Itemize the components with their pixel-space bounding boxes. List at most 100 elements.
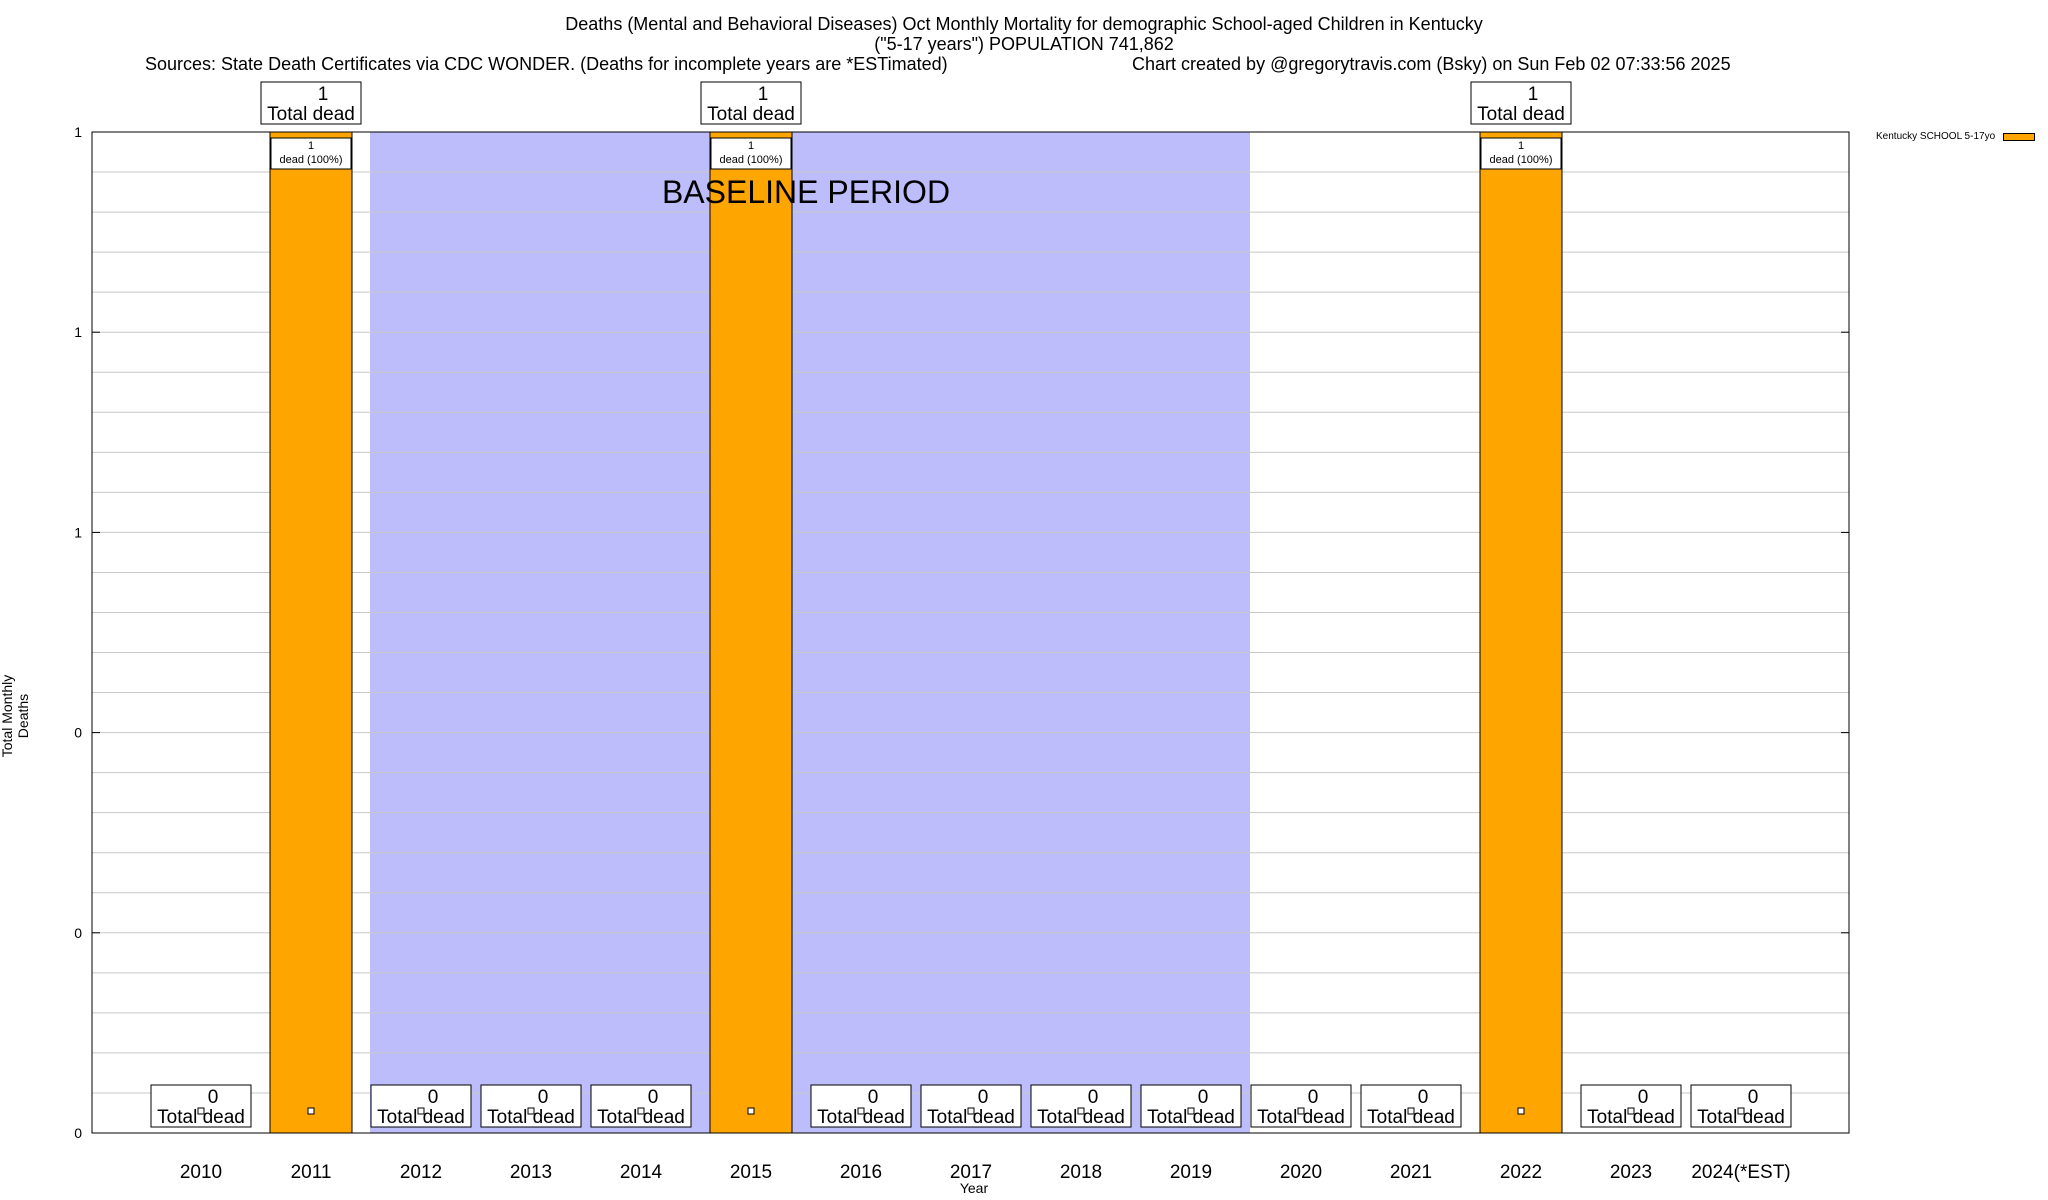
total-label-box <box>1360 1084 1462 1128</box>
inner-label-count: 1 <box>1518 140 1524 152</box>
x-tick-label: 2017 <box>950 1162 992 1183</box>
inner-label-text: dead (100%) <box>1490 154 1553 166</box>
chart-subtitle: ("5-17 years") POPULATION 741,862 <box>874 34 1174 54</box>
x-tick-label: 2022 <box>1500 1162 1542 1183</box>
x-tick-marker <box>1187 1107 1195 1115</box>
x-tick-marker <box>967 1107 975 1115</box>
inner-label-count: 1 <box>308 140 314 152</box>
inner-label-text: dead (100%) <box>720 154 783 166</box>
legend: Kentucky SCHOOL 5-17yo <box>1876 131 2036 142</box>
total-label-box <box>810 1084 912 1128</box>
total-label-text: Total dead <box>267 104 355 125</box>
x-tick-marker <box>417 1107 425 1115</box>
total-label-count: 0 <box>1308 1087 1319 1108</box>
x-tick-label: 2014 <box>620 1162 663 1183</box>
total-label-count: 1 <box>318 84 329 105</box>
inner-label-text: dead (100%) <box>280 154 343 166</box>
x-tick-marker <box>1627 1107 1635 1115</box>
total-label-count: 0 <box>1198 1087 1209 1108</box>
x-axis-label: Year <box>959 1180 989 1196</box>
total-label-text: Total dead <box>707 104 795 125</box>
total-label-count: 0 <box>1748 1087 1759 1108</box>
chart-sources: Sources: State Death Certificates via CD… <box>145 54 948 74</box>
x-tick-marker <box>197 1107 205 1115</box>
x-tick-marker <box>637 1107 645 1115</box>
total-label-text: Total dead <box>817 1107 905 1128</box>
total-label-count: 0 <box>978 1087 989 1108</box>
y-tick-label: 0 <box>74 925 82 941</box>
bar-2015 <box>709 131 793 1134</box>
chart-credit: Chart created by @gregorytravis.com (Bsk… <box>1132 54 1731 74</box>
total-label-count: 0 <box>1418 1087 1429 1108</box>
bar-2011 <box>269 131 353 1134</box>
total-label-text: Total dead <box>1037 1107 1125 1128</box>
x-tick-label: 2015 <box>730 1162 772 1183</box>
total-label-box <box>920 1084 1022 1128</box>
total-label-box <box>150 1084 252 1128</box>
total-label-box <box>1580 1084 1682 1128</box>
total-label-count: 0 <box>648 1087 659 1108</box>
total-label-text: Total dead <box>1697 1107 1785 1128</box>
x-tick-label: 2021 <box>1390 1162 1432 1183</box>
total-label-count: 0 <box>1638 1087 1649 1108</box>
total-label-box <box>260 81 362 125</box>
total-label-text: Total dead <box>1147 1107 1235 1128</box>
total-label-box <box>1470 81 1572 125</box>
x-tick-label: 2010 <box>180 1162 222 1183</box>
legend-label: Kentucky SCHOOL 5-17yo <box>1876 131 1996 142</box>
total-label-box <box>1690 1084 1792 1128</box>
total-label-box <box>590 1084 692 1128</box>
x-tick-label: 2024(*EST) <box>1691 1162 1790 1183</box>
x-tick-label: 2012 <box>400 1162 442 1183</box>
y-tick-label: 1 <box>74 324 82 340</box>
total-label-text: Total dead <box>377 1107 465 1128</box>
total-label-text: Total dead <box>927 1107 1015 1128</box>
y-tick-label: 1 <box>74 124 82 140</box>
x-tick-label: 2020 <box>1280 1162 1322 1183</box>
total-label-count: 0 <box>208 1087 219 1108</box>
y-tick-label: 0 <box>74 725 82 741</box>
x-tick-marker <box>747 1107 755 1115</box>
total-label-box <box>480 1084 582 1128</box>
y-tick-label: 0 <box>74 1125 82 1141</box>
inner-label-count: 1 <box>748 140 754 152</box>
total-label-count: 0 <box>1088 1087 1099 1108</box>
x-tick-marker <box>527 1107 535 1115</box>
total-label-text: Total dead <box>1477 104 1565 125</box>
total-label-count: 0 <box>868 1087 879 1108</box>
inner-label-box <box>710 137 792 170</box>
total-label-text: Total dead <box>1367 1107 1455 1128</box>
total-label-count: 0 <box>428 1087 439 1108</box>
inner-label-box <box>1480 137 1562 170</box>
x-tick-marker <box>1517 1107 1525 1115</box>
total-label-text: Total dead <box>157 1107 245 1128</box>
x-tick-label: 2018 <box>1060 1162 1102 1183</box>
total-label-box <box>1250 1084 1352 1128</box>
legend-swatch <box>2003 132 2036 141</box>
total-label-box <box>370 1084 472 1128</box>
y-axis-label: Total Monthly Deaths <box>0 674 31 758</box>
total-label-text: Total dead <box>597 1107 685 1128</box>
x-tick-label: 2019 <box>1170 1162 1212 1183</box>
x-tick-marker <box>1297 1107 1305 1115</box>
total-label-text: Total dead <box>487 1107 575 1128</box>
total-label-count: 1 <box>758 84 769 105</box>
total-label-box <box>1030 1084 1132 1128</box>
x-tick-marker <box>1077 1107 1085 1115</box>
plot-border <box>91 131 1850 1134</box>
x-tick-marker <box>1737 1107 1745 1115</box>
x-tick-label: 2013 <box>510 1162 552 1183</box>
x-tick-marker <box>1407 1107 1415 1115</box>
total-label-box <box>700 81 802 125</box>
baseline-region <box>370 132 1250 1133</box>
x-tick-label: 2011 <box>291 1162 332 1183</box>
chart-title: Deaths (Mental and Behavioral Diseases) … <box>565 14 1483 34</box>
bar-2022 <box>1479 131 1563 1134</box>
x-tick-label: 2016 <box>840 1162 882 1183</box>
total-label-count: 1 <box>1528 84 1539 105</box>
total-label-text: Total dead <box>1587 1107 1675 1128</box>
x-tick-marker <box>857 1107 865 1115</box>
baseline-label: BASELINE PERIOD <box>662 174 950 210</box>
total-label-text: Total dead <box>1257 1107 1345 1128</box>
